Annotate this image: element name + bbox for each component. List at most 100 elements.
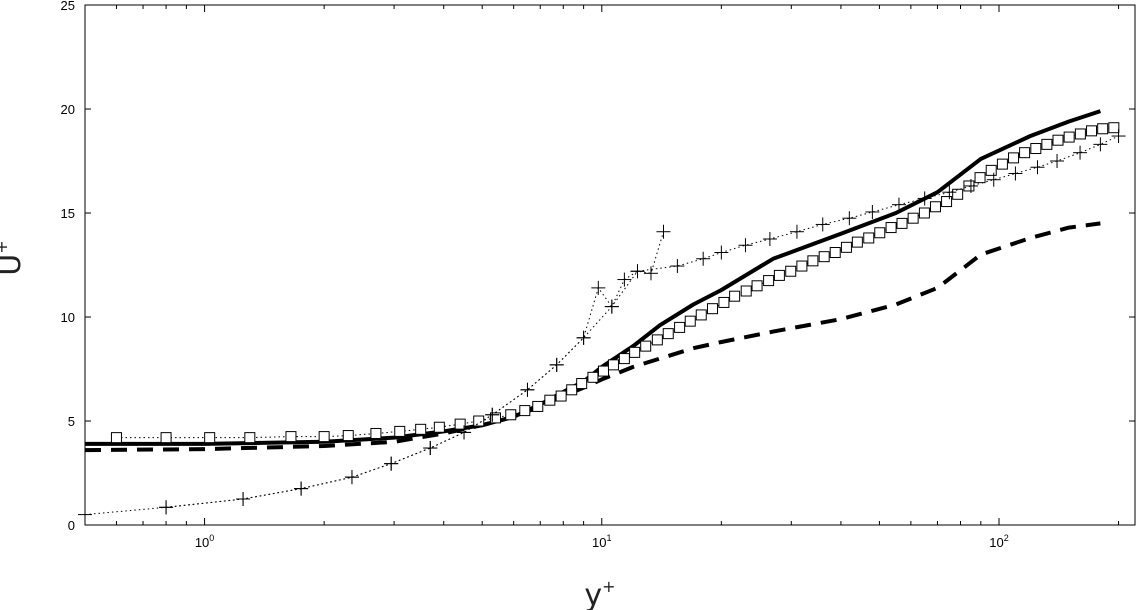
series-2-line <box>84 221 1101 453</box>
y-axis-label-text: U <box>0 254 28 276</box>
series-3-square-marker <box>773 269 785 281</box>
series-5-plus-marker <box>344 470 359 485</box>
series-3-square-marker <box>695 309 707 321</box>
x-tick-label-exponent: 0 <box>209 533 214 543</box>
series-3-square-marker <box>370 427 382 439</box>
series-5-plus-marker <box>549 357 564 372</box>
x-tick-label-base: 10 <box>592 535 606 550</box>
series-3-square-marker <box>607 359 619 371</box>
series-3-square-marker <box>1108 122 1120 134</box>
series-3-square-marker <box>751 280 763 292</box>
series-3-square-marker <box>851 236 863 248</box>
series-5-plus-marker <box>762 232 777 246</box>
series-3-square-marker <box>740 285 752 297</box>
series-3-square-marker <box>1030 143 1042 155</box>
series-5-plus-marker <box>696 251 711 266</box>
series-3-square-marker <box>763 275 775 287</box>
x-axis-label-superscript: + <box>602 577 615 596</box>
x-axis-ticks: 100 101 102 <box>84 5 1120 550</box>
series-3-square-marker <box>544 394 556 406</box>
series-5-plus-marker <box>384 456 399 471</box>
x-axis-label: y+ <box>584 577 615 610</box>
series-3-square-marker <box>415 423 427 435</box>
series-1-line <box>85 109 1102 446</box>
series-3-square-marker <box>829 247 841 259</box>
x-tick-label: 101 <box>592 533 611 550</box>
series-3-square-marker <box>555 390 567 402</box>
series-3-square-marker <box>1041 138 1053 150</box>
series-3-square-marker <box>985 164 997 176</box>
series-4-plus-marker <box>656 224 671 239</box>
series-3-square-marker <box>629 346 641 358</box>
series-3-square-marker <box>318 431 330 443</box>
series-3-square-marker <box>532 400 544 412</box>
y-axis-ticks: 0 5 10 15 20 25 <box>61 0 1135 533</box>
y-axis-label-superscript: + <box>0 240 11 253</box>
series-3-square-marker <box>505 409 517 421</box>
series-3-square-marker <box>707 303 719 315</box>
series-5-plus-marker <box>865 204 880 219</box>
series-3-square-marker <box>996 158 1008 170</box>
series-4-plus-marker <box>591 280 606 295</box>
series-4-line <box>166 231 664 508</box>
series-3-square-marker <box>1086 125 1098 137</box>
series-5-plus-marker <box>78 507 92 522</box>
series-5-plus-marker <box>236 492 251 506</box>
series-5-plus-marker <box>1050 154 1065 168</box>
series-5-plus-marker <box>294 481 309 496</box>
series-3-square-marker <box>941 196 953 208</box>
series-3-square-marker <box>519 405 531 417</box>
series-5-plus-marker <box>576 330 591 345</box>
series-3-square-marker <box>974 172 986 184</box>
series-5-plus-marker <box>159 500 174 515</box>
series-4-plus-marker <box>643 266 658 281</box>
series-5-plus-marker <box>423 441 438 456</box>
series-5-plus-marker <box>986 172 1001 187</box>
y-tick-label: 15 <box>61 206 75 221</box>
series-3-square-marker <box>576 378 588 390</box>
x-axis-label-text: y <box>584 578 602 610</box>
series-5-plus-marker <box>738 238 753 253</box>
series-3-square-marker <box>863 232 875 244</box>
series-4-plus-marker <box>617 272 632 287</box>
series-3-square-marker <box>454 418 466 430</box>
series-3-square-marker <box>807 255 819 267</box>
plot-frame <box>84 4 1136 526</box>
x-tick-label-exponent: 1 <box>607 533 612 543</box>
series-layer <box>78 109 1126 522</box>
x-tick-label-base: 10 <box>195 535 209 550</box>
series-5-plus-marker <box>891 197 906 212</box>
series-5-plus-marker <box>1008 166 1023 181</box>
y-tick-label: 10 <box>61 310 75 325</box>
series-3-square-marker <box>1052 134 1064 146</box>
series-5-line <box>84 135 1119 516</box>
series-3-square-marker <box>818 251 830 263</box>
x-tick-label: 100 <box>195 533 214 550</box>
series-3-square-marker <box>160 432 172 444</box>
series-5-plus-marker <box>815 217 830 232</box>
y-tick-label: 25 <box>61 0 75 13</box>
series-3-square-marker <box>640 340 652 352</box>
series-5-plus-marker <box>1073 145 1088 160</box>
series-3-square-marker <box>1063 131 1075 143</box>
series-5-plus-marker <box>520 382 535 397</box>
y-axis-label-group: U+ <box>0 240 28 275</box>
series-3-square-marker <box>874 227 886 239</box>
series-5-plus-marker <box>963 178 978 193</box>
series-3-square-marker <box>918 207 930 219</box>
series-5-plus-marker <box>630 264 645 279</box>
series-3-square-marker <box>204 432 216 444</box>
series-3-square-marker <box>729 290 741 302</box>
series-3-square-marker <box>433 421 445 433</box>
series-5-plus-marker <box>842 211 857 226</box>
series-5-plus-marker <box>789 224 804 239</box>
x-tick-label: 102 <box>989 533 1008 550</box>
y-tick-label: 0 <box>68 518 75 533</box>
series-3-square-marker <box>840 241 852 253</box>
series-3-square-marker <box>1097 123 1109 135</box>
series-3-square-marker <box>618 353 630 365</box>
series-3-square-marker <box>662 328 674 340</box>
series-3-square-marker <box>885 222 897 234</box>
series-3-square-marker <box>785 265 797 277</box>
